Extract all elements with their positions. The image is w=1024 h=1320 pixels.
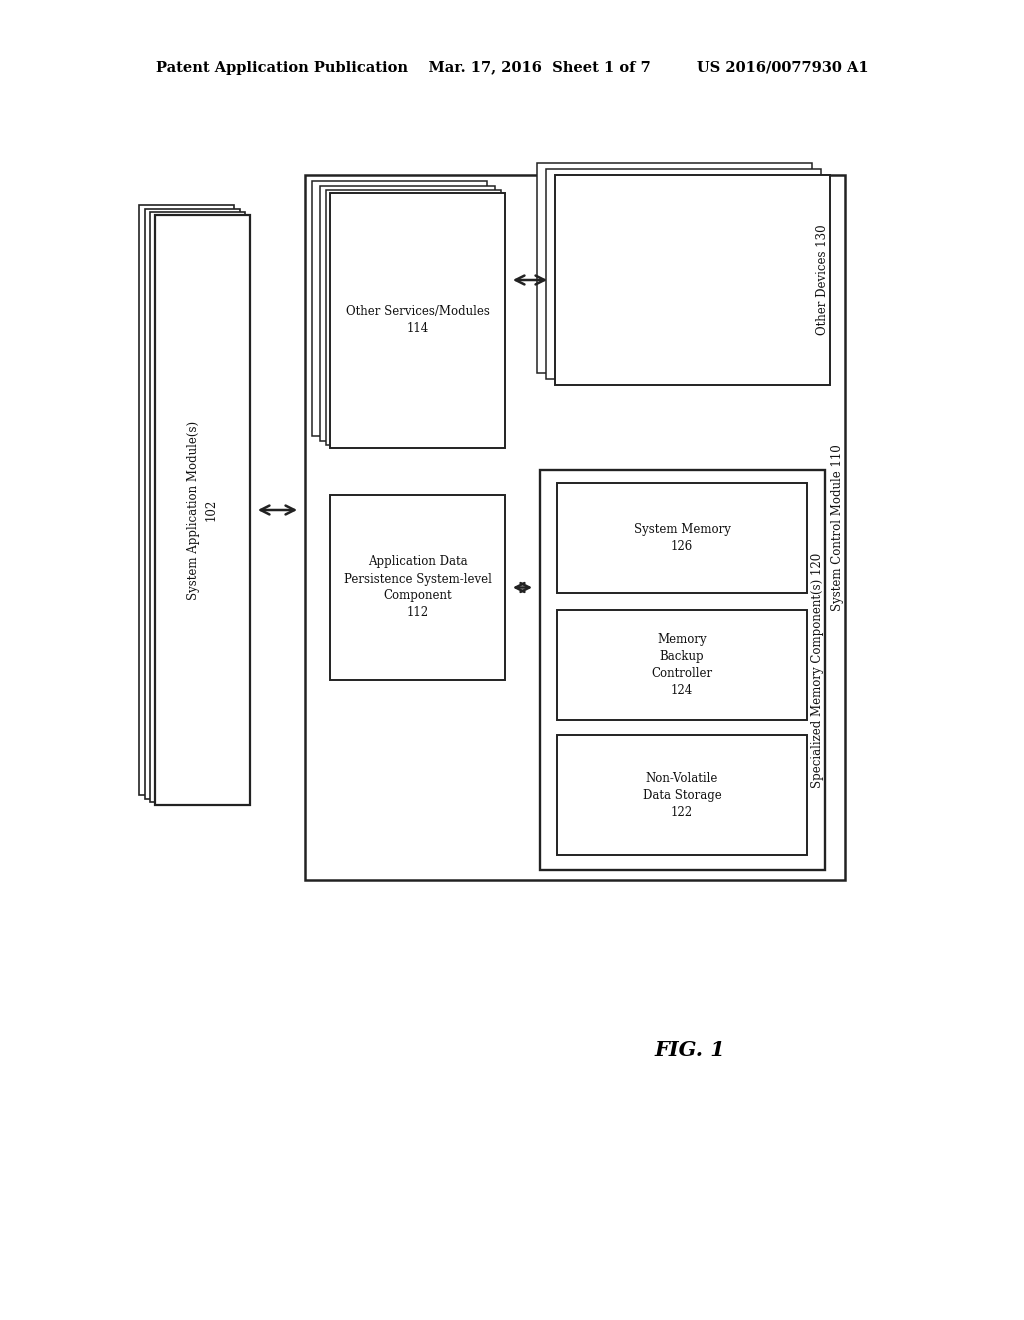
Bar bbox=[557, 735, 807, 855]
Bar bbox=[540, 470, 825, 870]
Bar bbox=[145, 209, 240, 799]
Text: System Control Module 110: System Control Module 110 bbox=[830, 444, 844, 611]
Bar bbox=[557, 610, 807, 719]
Bar bbox=[326, 190, 501, 445]
Bar bbox=[312, 181, 487, 436]
Text: Other Services/Modules
114: Other Services/Modules 114 bbox=[345, 305, 489, 335]
Text: System Memory
126: System Memory 126 bbox=[634, 523, 730, 553]
Text: Patent Application Publication    Mar. 17, 2016  Sheet 1 of 7         US 2016/00: Patent Application Publication Mar. 17, … bbox=[156, 61, 868, 75]
Bar bbox=[150, 213, 245, 803]
Bar bbox=[330, 193, 505, 447]
Bar bbox=[537, 162, 812, 374]
Text: Other Devices 130: Other Devices 130 bbox=[815, 224, 828, 335]
Bar bbox=[319, 186, 495, 441]
Bar bbox=[305, 176, 845, 880]
Text: Application Data
Persistence System-level
Component
112: Application Data Persistence System-leve… bbox=[344, 556, 492, 619]
Bar bbox=[546, 169, 821, 379]
Bar bbox=[155, 215, 250, 805]
Bar bbox=[139, 205, 234, 795]
Bar bbox=[557, 483, 807, 593]
Text: FIG. 1: FIG. 1 bbox=[654, 1040, 725, 1060]
Bar bbox=[330, 495, 505, 680]
Text: Memory
Backup
Controller
124: Memory Backup Controller 124 bbox=[651, 634, 713, 697]
Text: Non-Volatile
Data Storage
122: Non-Volatile Data Storage 122 bbox=[643, 771, 721, 818]
Text: System Application Module(s)
102: System Application Module(s) 102 bbox=[187, 421, 217, 599]
Text: Specialized Memory Component(s) 120: Specialized Memory Component(s) 120 bbox=[811, 552, 823, 788]
Bar bbox=[555, 176, 830, 385]
